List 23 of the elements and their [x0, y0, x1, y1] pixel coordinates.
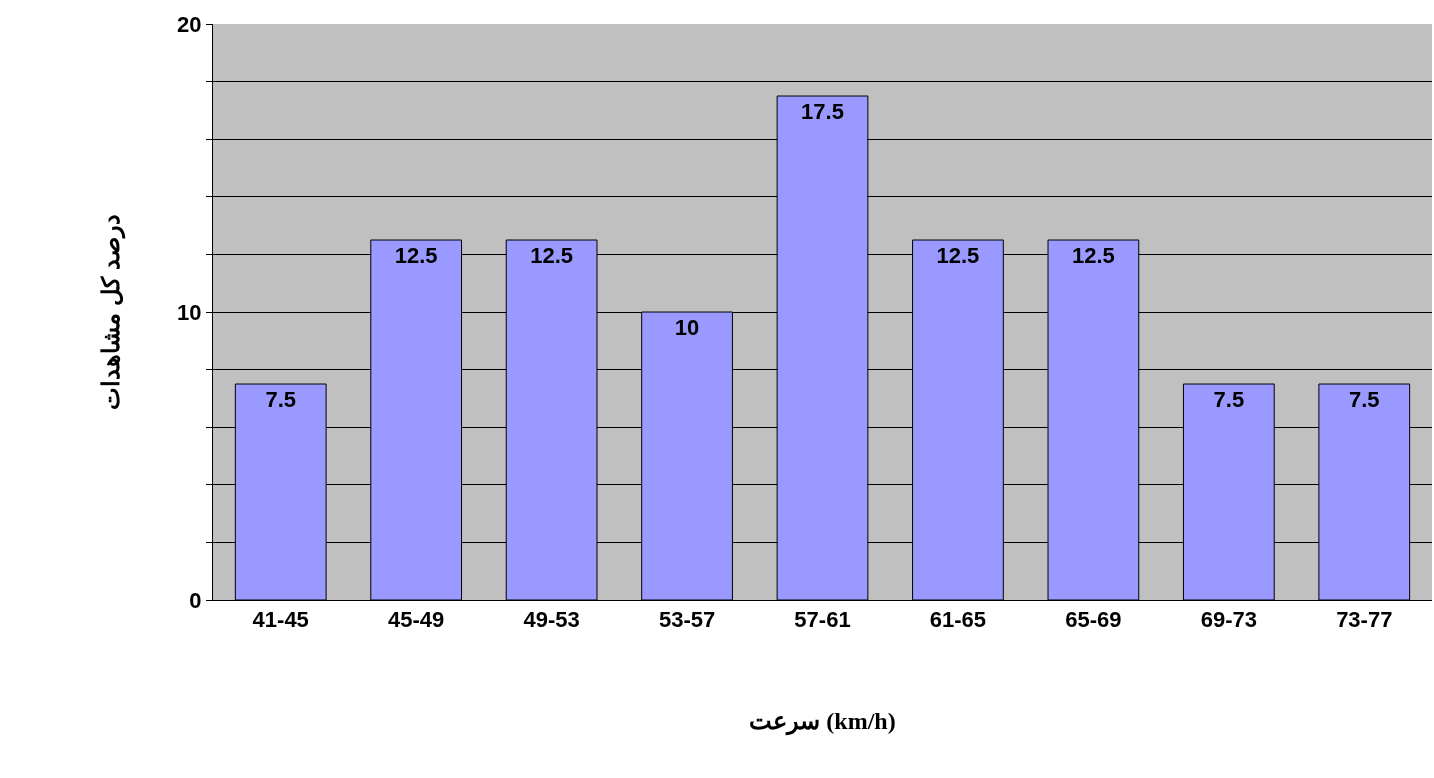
x-tick-label: 69-73	[1200, 607, 1257, 633]
y-tick-label: 0	[189, 587, 202, 613]
x-tick-label: 57-61	[794, 607, 851, 633]
y-tick-label: 20	[177, 11, 202, 37]
data-label: 12.5	[530, 243, 574, 268]
data-label: 17.5	[801, 99, 844, 124]
data-label: 10	[674, 315, 700, 340]
x-tick-label: 73-77	[1336, 607, 1393, 633]
data-label: 7.5	[1348, 387, 1380, 412]
data-label: 7.5	[265, 387, 297, 412]
data-label: 12.5	[936, 243, 980, 268]
x-tick-label: 65-69	[1065, 607, 1122, 633]
x-tick-label: 41-45	[252, 607, 309, 633]
y-axis-title: درصد کل مشاهدات	[97, 214, 127, 410]
x-tick-label: 53-57	[658, 607, 716, 633]
data-label: 12.5	[1071, 243, 1115, 268]
x-tick-label: 45-49	[388, 607, 445, 633]
y-tick-label: 10	[177, 299, 202, 325]
x-axis-title: سرعت (km/h)	[749, 707, 896, 736]
data-label: 7.5	[1213, 387, 1245, 412]
x-tick-label: 61-65	[929, 607, 987, 633]
x-tick-label: 49-53	[523, 607, 580, 633]
data-label: 12.5	[394, 243, 438, 268]
